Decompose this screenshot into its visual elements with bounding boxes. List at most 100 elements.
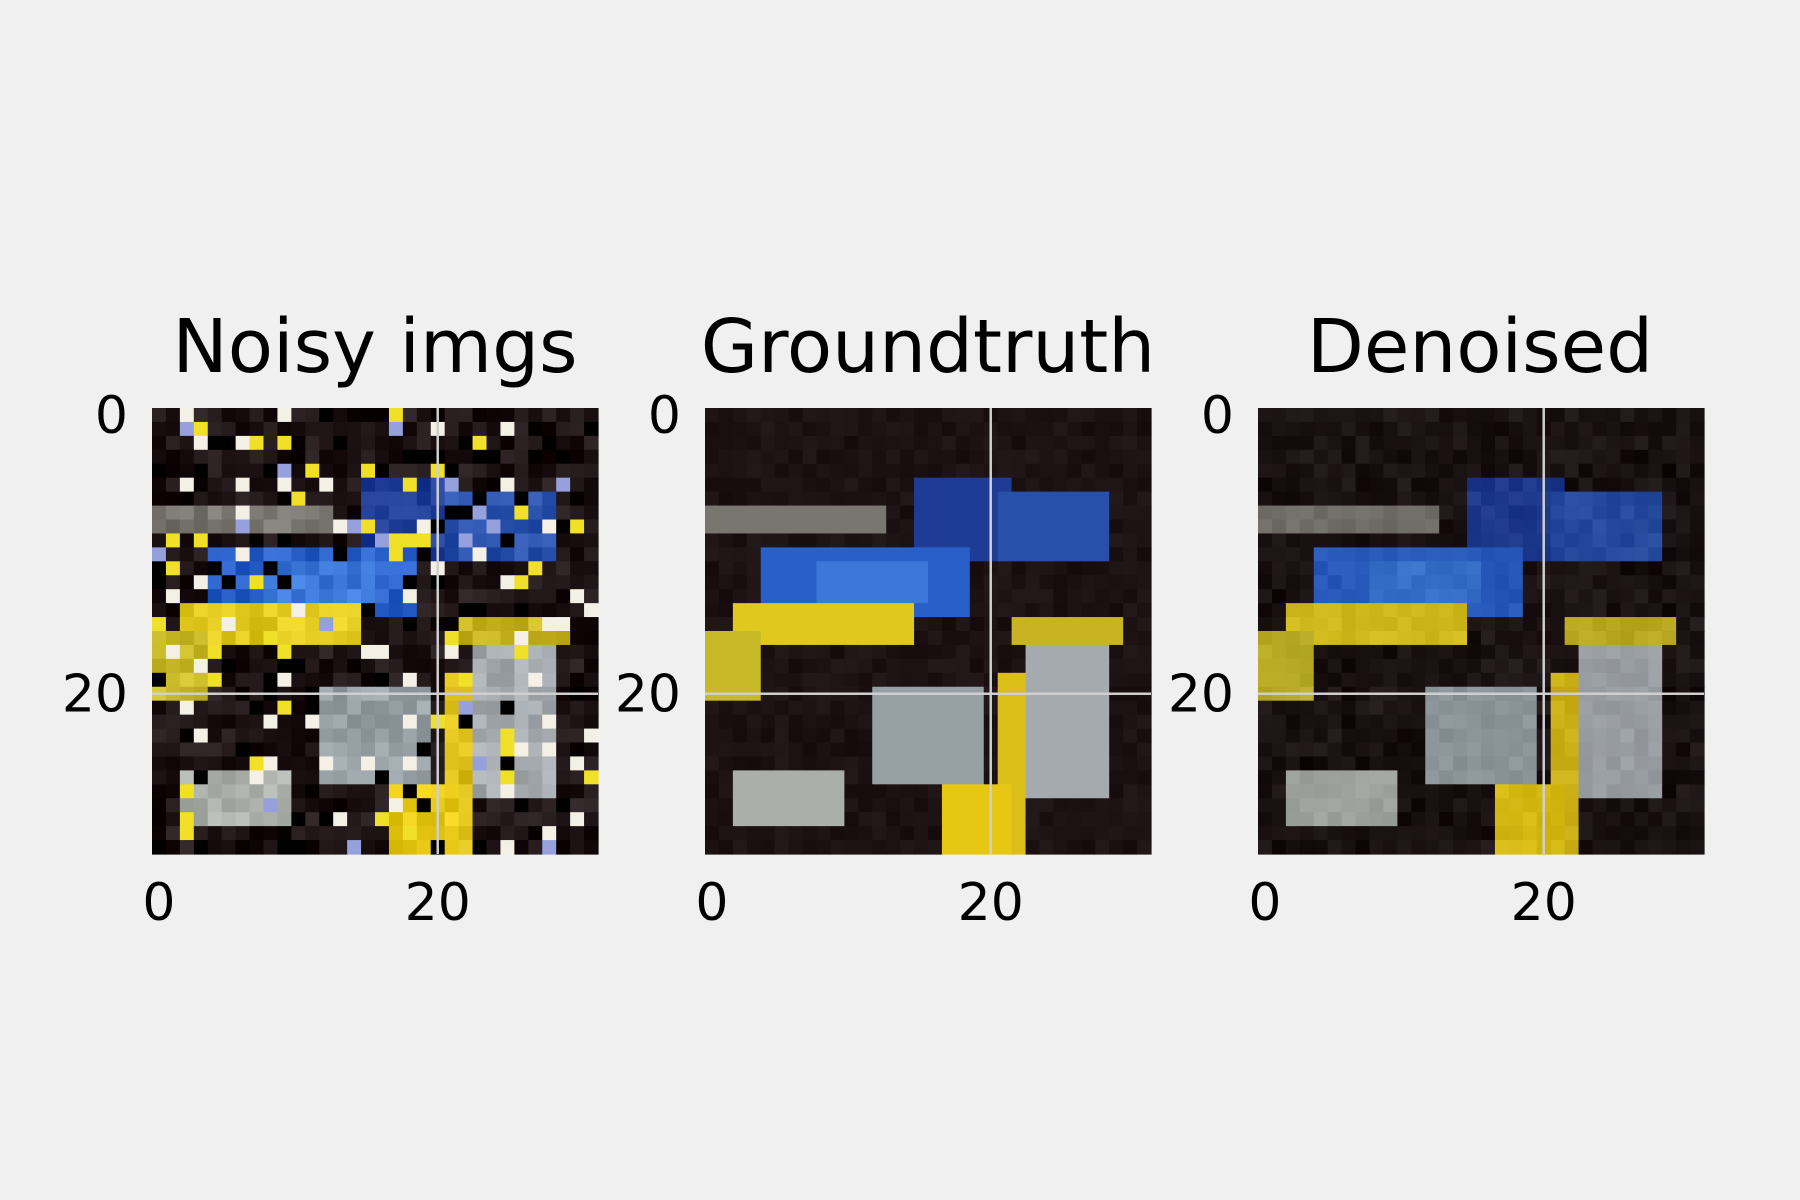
- image-pixel: [1620, 770, 1635, 785]
- image-pixel: [221, 728, 237, 744]
- image-pixel: [165, 742, 181, 758]
- image-pixel: [718, 449, 734, 465]
- image-pixel: [1564, 672, 1580, 688]
- image-pixel: [1369, 798, 1385, 813]
- image-pixel: [402, 408, 418, 423]
- image-pixel: [1109, 463, 1124, 479]
- image-pixel: [830, 840, 845, 855]
- image-pixel: [165, 617, 181, 632]
- image-pixel: [1425, 421, 1440, 437]
- image-pixel: [1271, 505, 1287, 521]
- image-pixel: [291, 728, 306, 744]
- image-pixel: [277, 714, 292, 730]
- image-pixel: [1648, 561, 1663, 576]
- image-pixel: [1383, 826, 1398, 841]
- image-pixel: [941, 784, 957, 799]
- image-pixel: [165, 770, 181, 785]
- image-pixel: [732, 840, 748, 855]
- image-pixel: [718, 505, 734, 521]
- image-pixel: [1634, 505, 1649, 521]
- image-pixel: [1425, 575, 1440, 590]
- image-pixel: [1550, 812, 1566, 827]
- image-pixel: [221, 714, 237, 730]
- image-pixel: [319, 589, 334, 604]
- image-pixel: [816, 408, 832, 423]
- image-pixel: [969, 617, 985, 632]
- image-pixel: [1606, 714, 1621, 730]
- image-pixel: [193, 477, 209, 493]
- image-pixel: [235, 784, 251, 799]
- image-pixel: [347, 603, 362, 618]
- image-pixel: [1285, 728, 1301, 744]
- image-pixel: [1564, 644, 1580, 660]
- image-pixel: [872, 533, 887, 548]
- image-pixel: [997, 421, 1013, 437]
- image-pixel: [1606, 477, 1621, 493]
- image-pixel: [319, 603, 334, 618]
- image-pixel: [570, 561, 585, 576]
- image-pixel: [1355, 798, 1371, 813]
- image-pixel: [746, 826, 762, 841]
- image-pixel: [1369, 463, 1385, 479]
- image-pixel: [858, 519, 873, 535]
- image-pixel: [319, 631, 334, 646]
- image-pixel: [914, 742, 929, 758]
- image-pixel: [830, 742, 845, 758]
- image-pixel: [249, 784, 265, 799]
- image-pixel: [1453, 700, 1468, 716]
- image-pixel: [774, 784, 790, 799]
- x-tick-label: 0: [1248, 873, 1281, 933]
- image-pixel: [235, 449, 251, 465]
- image-pixel: [1662, 477, 1677, 493]
- image-pixel: [1011, 714, 1027, 730]
- image-pixel: [152, 519, 167, 535]
- x-tick-label: 0: [142, 873, 175, 933]
- image-pixel: [458, 756, 474, 771]
- image-pixel: [760, 826, 776, 841]
- image-pixel: [718, 533, 734, 548]
- image-pixel: [886, 840, 901, 855]
- image-pixel: [361, 770, 376, 785]
- image-pixel: [221, 533, 237, 548]
- image-pixel: [152, 603, 167, 618]
- image-pixel: [1522, 700, 1538, 716]
- image-pixel: [718, 631, 734, 646]
- image-pixel: [816, 672, 832, 688]
- image-pixel: [1271, 756, 1287, 771]
- image-pixel: [1109, 603, 1124, 618]
- image-pixel: [1453, 644, 1468, 660]
- image-pixel: [319, 784, 334, 799]
- x-tick-label: 20: [958, 873, 1024, 933]
- image-pixel: [556, 714, 571, 730]
- image-pixel: [1313, 700, 1329, 716]
- image-pixel: [263, 798, 279, 813]
- image-pixel: [152, 477, 167, 493]
- image-pixel: [1081, 463, 1096, 479]
- image-pixel: [941, 617, 957, 632]
- image-pixel: [375, 798, 390, 813]
- image-pixel: [1411, 631, 1426, 646]
- image-pixel: [584, 575, 599, 590]
- image-pixel: [1039, 770, 1055, 785]
- image-pixel: [1606, 812, 1621, 827]
- image-pixel: [1467, 826, 1482, 841]
- image-pixel: [221, 547, 237, 562]
- image-pixel: [969, 435, 985, 451]
- image-pixel: [570, 547, 585, 562]
- image-pixel: [760, 491, 776, 507]
- image-pixel: [444, 519, 460, 535]
- image-pixel: [1425, 672, 1440, 688]
- image-pixel: [760, 519, 776, 535]
- image-pixel: [1564, 700, 1580, 716]
- image-pixel: [584, 589, 599, 604]
- image-pixel: [347, 408, 362, 423]
- image-pixel: [291, 840, 306, 855]
- image-pixel: [388, 770, 404, 785]
- image-pixel: [347, 631, 362, 646]
- image-pixel: [732, 714, 748, 730]
- image-pixel: [1508, 463, 1524, 479]
- image-pixel: [165, 631, 181, 646]
- image-pixel: [1341, 561, 1357, 576]
- image-pixel: [402, 658, 418, 674]
- image-pixel: [416, 714, 432, 730]
